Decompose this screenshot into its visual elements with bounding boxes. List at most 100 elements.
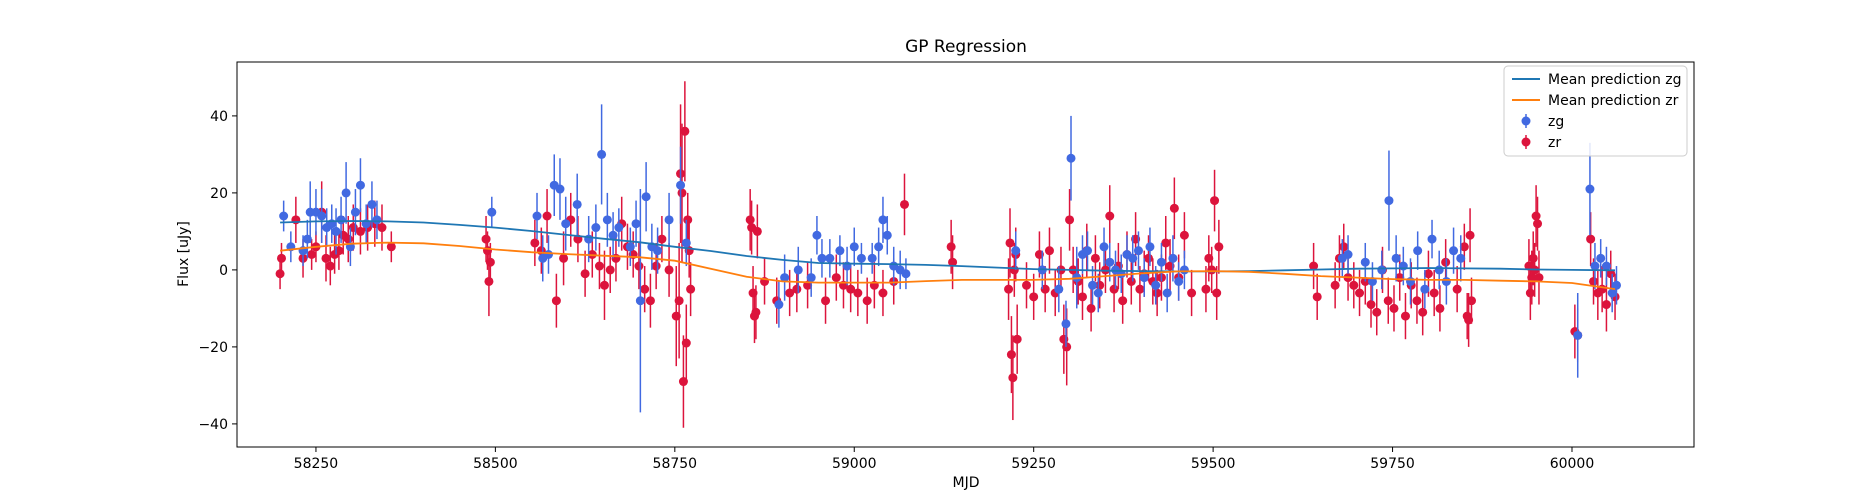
zr-point (386, 242, 396, 252)
plot-frame (236, 61, 1695, 448)
zr-point (1161, 238, 1171, 248)
x-tick-label: 59000 (832, 456, 877, 472)
mean-prediction-zr-line (280, 241, 1616, 290)
mean-prediction-zr-line (280, 241, 1616, 290)
zg-point (641, 192, 651, 202)
zr-point (821, 296, 831, 306)
mean-prediction-zg-line (280, 220, 1616, 273)
zr-point (325, 261, 335, 271)
legend-label-mean-zr: Mean prediction zr (1548, 93, 1679, 109)
zr-point (276, 253, 286, 263)
x-tick-label: 59500 (1191, 456, 1236, 472)
zr-point (377, 223, 387, 233)
zg-point (1427, 234, 1437, 244)
zr-point (1009, 265, 1019, 275)
y-tick-label: 0 (219, 263, 228, 279)
zr-point (1152, 288, 1162, 298)
zr-point (1029, 292, 1039, 302)
zr-point (355, 226, 365, 236)
zr-point (752, 226, 762, 236)
zr-point (1312, 292, 1322, 302)
zr-point (1412, 296, 1422, 306)
zr-point (1525, 288, 1535, 298)
zr-point (559, 253, 569, 263)
legend: Mean prediction zg Mean prediction zr zg… (1503, 65, 1688, 157)
zr-point (605, 265, 615, 275)
zg-point (1377, 265, 1387, 275)
zg-point (635, 296, 645, 306)
zr-point (1531, 211, 1541, 221)
zr-point (481, 234, 491, 244)
zr-point (1109, 284, 1119, 294)
zr-point (1389, 303, 1399, 313)
zr-point (1086, 303, 1096, 313)
zr-point (1400, 311, 1410, 321)
zr-point (1435, 303, 1445, 313)
zg-point (487, 207, 497, 217)
y-tick-label: 40 (210, 109, 228, 125)
zr-point (1095, 280, 1105, 290)
zr-point (831, 273, 841, 283)
zg-point (681, 238, 691, 248)
zr-point (862, 296, 872, 306)
zr-point (785, 288, 795, 298)
zg-point (1139, 273, 1149, 283)
zr-point (594, 261, 604, 271)
zr-point (321, 253, 331, 263)
zg-point (1441, 276, 1451, 286)
zr-point (1452, 284, 1462, 294)
zr-point (1309, 261, 1319, 271)
zg-point (1168, 253, 1178, 263)
zg-point (355, 180, 365, 190)
x-tick-label: 59750 (1370, 456, 1415, 472)
zr-point (792, 284, 802, 294)
zr-point (1126, 276, 1136, 286)
zg-point (856, 253, 866, 263)
zr-point (1135, 284, 1145, 294)
zg-point (1611, 280, 1621, 290)
y-tick-label: −40 (198, 417, 228, 433)
zg-point (835, 246, 845, 256)
zg-point (1156, 257, 1166, 267)
zr-point (1169, 203, 1179, 213)
zg-point (878, 215, 888, 225)
zr-point (674, 296, 684, 306)
zg-point (614, 223, 624, 233)
zg-point (1088, 280, 1098, 290)
zg-point (367, 199, 377, 209)
chart-title: GP Regression (905, 37, 1027, 57)
x-tick-label: 59250 (1011, 456, 1056, 472)
zr-point (645, 296, 655, 306)
zr-point (1065, 215, 1075, 225)
zg-point (1573, 330, 1583, 340)
series-zr-errorbars (275, 81, 1620, 428)
zr-point (1383, 296, 1393, 306)
zg-point (806, 273, 816, 283)
zg-point (780, 273, 790, 283)
zg-point (812, 230, 822, 240)
zr-point (1467, 296, 1477, 306)
zr-point (1144, 253, 1154, 263)
zg-point (336, 215, 346, 225)
zr-point (1044, 246, 1054, 256)
zg-point (543, 250, 553, 259)
zg-point (631, 219, 641, 229)
zr-point (530, 238, 540, 248)
zr-point (640, 284, 650, 294)
zr-point (1459, 242, 1469, 252)
zg-point (1083, 246, 1093, 256)
zr-point (664, 265, 674, 275)
zg-point (1601, 261, 1611, 271)
zg-point (608, 230, 618, 240)
zg-point (1133, 246, 1143, 256)
zg-point (1405, 276, 1415, 286)
zg-point (849, 242, 859, 252)
zg-point (1360, 257, 1370, 267)
zg-point (1099, 242, 1109, 252)
zg-point (1066, 153, 1076, 163)
zr-point (878, 288, 888, 298)
zg-point (1391, 253, 1401, 263)
zr-point (343, 234, 353, 244)
zr-point (1601, 300, 1611, 310)
